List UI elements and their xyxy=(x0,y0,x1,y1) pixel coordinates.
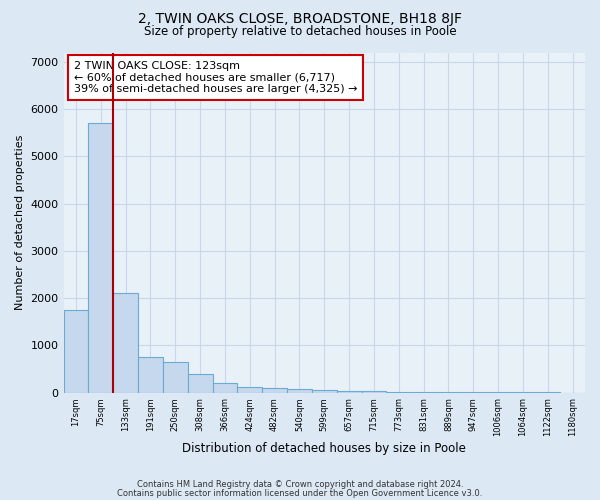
Bar xyxy=(312,390,337,392)
Bar xyxy=(163,362,188,392)
Bar xyxy=(113,294,138,392)
X-axis label: Distribution of detached houses by size in Poole: Distribution of detached houses by size … xyxy=(182,442,466,455)
Text: Size of property relative to detached houses in Poole: Size of property relative to detached ho… xyxy=(143,25,457,38)
Bar xyxy=(212,383,238,392)
Text: Contains public sector information licensed under the Open Government Licence v3: Contains public sector information licen… xyxy=(118,488,482,498)
Bar xyxy=(188,374,212,392)
Bar xyxy=(238,387,262,392)
Text: 2 TWIN OAKS CLOSE: 123sqm
← 60% of detached houses are smaller (6,717)
39% of se: 2 TWIN OAKS CLOSE: 123sqm ← 60% of detac… xyxy=(74,61,358,94)
Text: Contains HM Land Registry data © Crown copyright and database right 2024.: Contains HM Land Registry data © Crown c… xyxy=(137,480,463,489)
Bar xyxy=(287,390,312,392)
Bar xyxy=(64,310,88,392)
Bar xyxy=(337,390,362,392)
Bar xyxy=(88,124,113,392)
Y-axis label: Number of detached properties: Number of detached properties xyxy=(15,135,25,310)
Bar xyxy=(262,388,287,392)
Bar xyxy=(362,391,386,392)
Bar xyxy=(138,357,163,392)
Text: 2, TWIN OAKS CLOSE, BROADSTONE, BH18 8JF: 2, TWIN OAKS CLOSE, BROADSTONE, BH18 8JF xyxy=(138,12,462,26)
